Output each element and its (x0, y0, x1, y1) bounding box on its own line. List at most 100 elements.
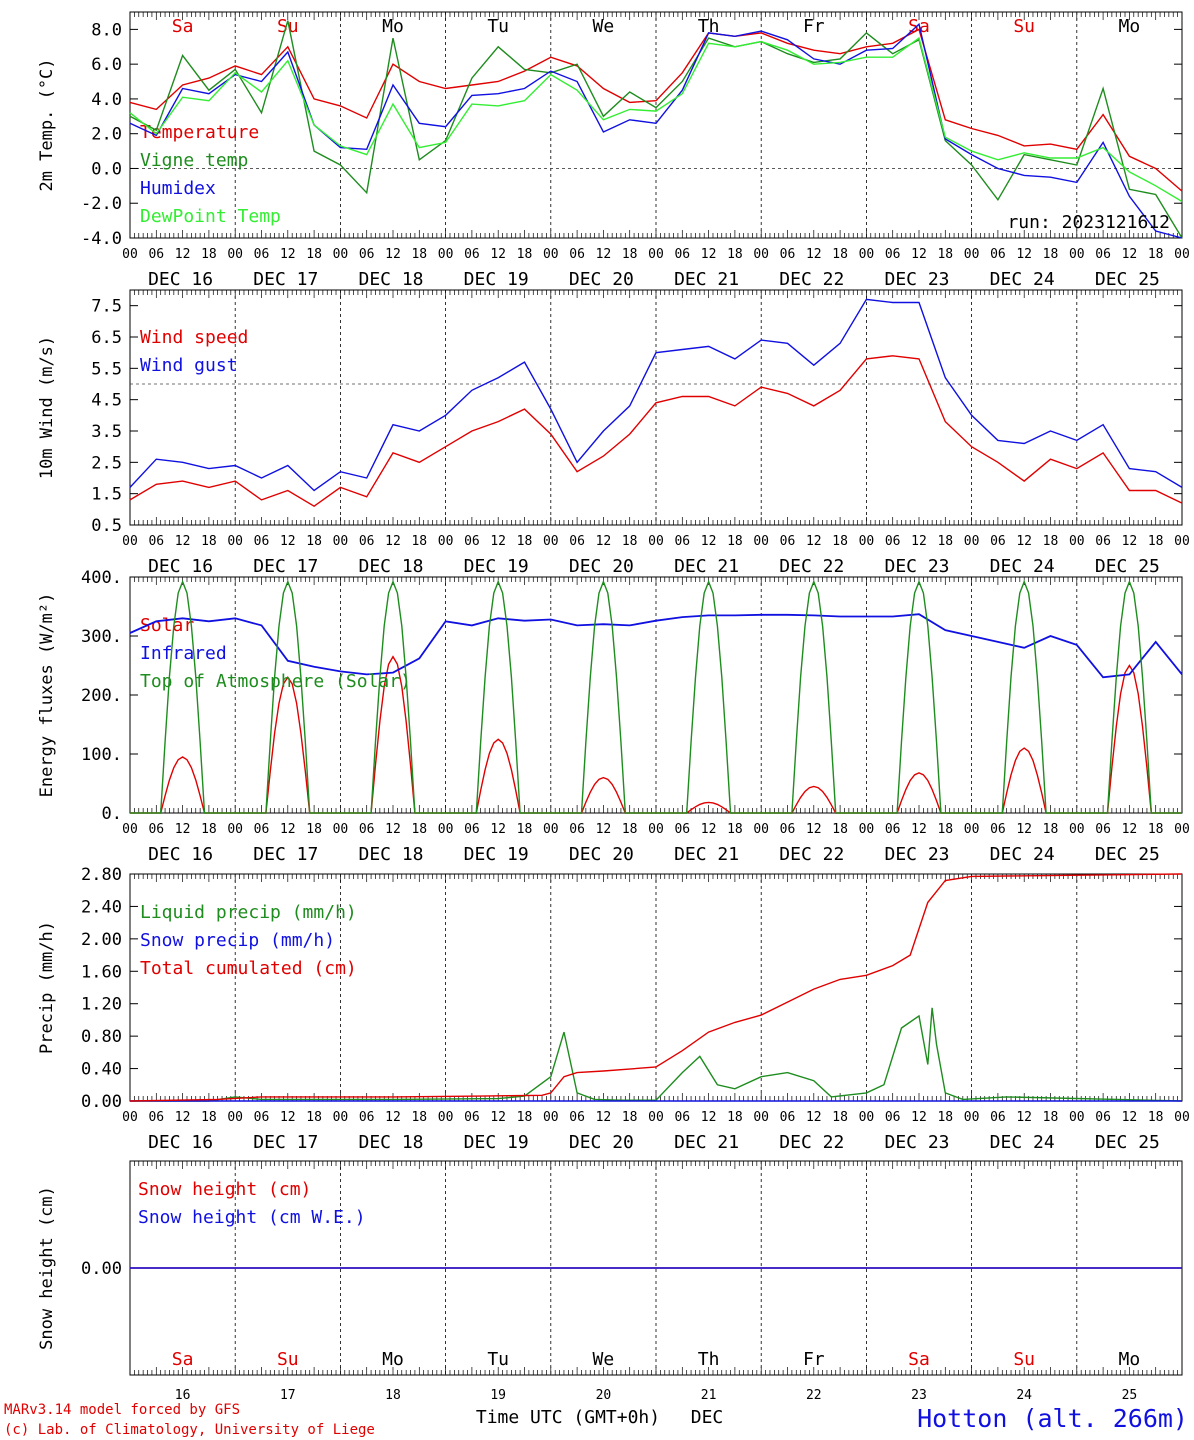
x-tick-label: 06 (1095, 822, 1111, 837)
y-tick-label: 6.5 (91, 328, 122, 348)
x-tick-label: 18 (411, 247, 427, 262)
x-day-label: DEC 17 (253, 844, 318, 865)
x-tick-label: 12 (911, 247, 927, 262)
x-day-label: DEC 21 (674, 1132, 739, 1153)
x-tick-label: 06 (569, 247, 585, 262)
x-tick-label: 06 (359, 247, 375, 262)
x-tick-label: 12 (490, 822, 506, 837)
x-tick-label: 06 (569, 822, 585, 837)
x-day-label: DEC 23 (884, 1132, 949, 1153)
series-line-3 (129, 22, 1183, 239)
x-tick-label: 00 (543, 534, 559, 549)
x-day-label: DEC 22 (779, 844, 844, 865)
x-tick-label: 00 (543, 822, 559, 837)
day-number: 23 (911, 1388, 927, 1403)
x-tick-label: 00 (543, 247, 559, 262)
x-day-label: DEC 20 (569, 269, 634, 290)
x-tick-label: 12 (175, 1110, 191, 1125)
x-tick-label: 00 (964, 534, 980, 549)
x-tick-label: 18 (517, 822, 533, 837)
x-tick-label: 12 (596, 1110, 612, 1125)
y-tick-label: 2.40 (81, 897, 122, 917)
y-tick-label: 8.0 (91, 20, 122, 40)
x-tick-label: 18 (832, 822, 848, 837)
x-tick-label: 18 (622, 247, 638, 262)
x-day-label: DEC 23 (884, 556, 949, 577)
x-day-label: DEC 19 (464, 269, 529, 290)
y-tick-label: 400. (81, 568, 122, 588)
x-tick-label: 06 (464, 534, 480, 549)
x-tick-label: 00 (859, 534, 875, 549)
x-tick-label: 12 (280, 247, 296, 262)
series-line-1 (129, 28, 1183, 192)
x-tick-label: 06 (1095, 247, 1111, 262)
y-tick-label: 6.0 (91, 55, 122, 75)
x-day-label: DEC 22 (779, 1132, 844, 1153)
x-day-label: DEC 22 (779, 269, 844, 290)
x-tick-label: 12 (806, 247, 822, 262)
day-abbrev: Th (698, 16, 720, 37)
day-abbrev: Fr (803, 1349, 825, 1370)
x-tick-label: 00 (227, 247, 243, 262)
x-tick-label: 12 (1122, 247, 1138, 262)
x-tick-label: 12 (385, 1110, 401, 1125)
x-tick-label: 18 (1148, 534, 1164, 549)
x-tick-label: 06 (674, 247, 690, 262)
x-tick-label: 18 (727, 1110, 743, 1125)
x-day-label: DEC 23 (884, 844, 949, 865)
day-abbrev: Mo (382, 16, 404, 37)
legend-entry: Infrared (140, 643, 227, 664)
y-axis-label: 10m Wind (m/s) (37, 336, 57, 479)
x-tick-label: 12 (701, 247, 717, 262)
x-day-label: DEC 21 (674, 556, 739, 577)
x-tick-label: 06 (359, 822, 375, 837)
x-tick-label: 06 (1095, 1110, 1111, 1125)
x-tick-label: 00 (122, 247, 138, 262)
x-tick-label: 00 (753, 534, 769, 549)
x-tick-label: 06 (885, 247, 901, 262)
legend-entry: Snow height (cm W.E.) (138, 1207, 366, 1228)
x-tick-label: 12 (280, 822, 296, 837)
series-line-2 (129, 20, 1183, 239)
series-line-2 (129, 613, 1183, 679)
x-day-label: DEC 17 (253, 556, 318, 577)
x-day-label: DEC 20 (569, 1132, 634, 1153)
x-day-label: DEC 18 (358, 1132, 423, 1153)
x-tick-label: 00 (1069, 247, 1085, 262)
x-axis-title: Time UTC (GMT+0h) (476, 1407, 660, 1428)
y-axis-label: Snow height (cm) (37, 1186, 57, 1350)
x-tick-label: 12 (175, 247, 191, 262)
day-abbrev: Fr (803, 16, 825, 37)
x-tick-label: 06 (674, 534, 690, 549)
x-day-label: DEC 25 (1095, 269, 1160, 290)
x-tick-label: 12 (596, 822, 612, 837)
x-day-label: DEC 19 (464, 556, 529, 577)
x-tick-label: 12 (175, 534, 191, 549)
legend-entry: Vigne temp (140, 150, 248, 171)
x-tick-label: 00 (964, 247, 980, 262)
x-tick-label: 18 (411, 534, 427, 549)
x-tick-label: 00 (1174, 1110, 1190, 1125)
x-tick-label: 18 (1043, 822, 1059, 837)
x-tick-label: 06 (464, 822, 480, 837)
x-tick-label: 06 (254, 247, 270, 262)
y-tick-label: 4.0 (91, 90, 122, 110)
series-line-1 (130, 1007, 1183, 1102)
x-tick-label: 18 (1043, 534, 1059, 549)
day-abbrev: Su (277, 16, 299, 37)
x-tick-label: 00 (438, 247, 454, 262)
x-tick-label: 06 (780, 247, 796, 262)
x-tick-label: 00 (859, 822, 875, 837)
x-tick-label: 06 (990, 1110, 1006, 1125)
series-line-3 (129, 873, 1183, 1102)
x-tick-label: 12 (385, 822, 401, 837)
x-tick-label: 00 (1174, 534, 1190, 549)
x-tick-label: 18 (201, 1110, 217, 1125)
legend-entry: Wind speed (140, 327, 248, 348)
x-tick-label: 18 (517, 247, 533, 262)
x-tick-label: 12 (490, 247, 506, 262)
panel-5: 0.00 Snow height (cm) Sa Su Mo Tu We Th Fr Sa Su Mo… (37, 1160, 1183, 1376)
x-tick-label: 12 (701, 534, 717, 549)
day-number: 24 (1016, 1388, 1032, 1403)
y-tick-label: 100. (81, 745, 122, 765)
